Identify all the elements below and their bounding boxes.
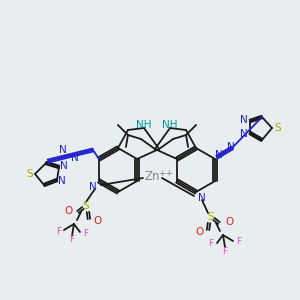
Text: N: N	[215, 150, 223, 160]
Text: O: O	[94, 216, 102, 226]
Text: N: N	[240, 129, 248, 139]
Text: S: S	[275, 123, 281, 133]
Text: O: O	[65, 206, 73, 216]
Text: NH: NH	[162, 120, 178, 130]
Text: N: N	[58, 176, 66, 186]
Text: S: S	[27, 169, 33, 179]
Text: N: N	[198, 193, 206, 203]
Text: F: F	[69, 236, 74, 244]
Text: Zn: Zn	[144, 170, 160, 184]
Text: F: F	[208, 239, 214, 248]
Text: S: S	[82, 201, 89, 211]
Text: N: N	[227, 142, 235, 152]
Text: O: O	[225, 217, 233, 227]
Text: F: F	[222, 247, 228, 256]
Text: S: S	[208, 212, 214, 222]
Text: N: N	[60, 161, 68, 171]
Text: F: F	[56, 226, 61, 236]
Text: N: N	[89, 182, 97, 192]
Text: O: O	[195, 227, 203, 237]
Text: N: N	[240, 115, 248, 125]
Text: F: F	[236, 238, 242, 247]
Text: ++: ++	[158, 169, 173, 178]
Text: NH: NH	[136, 120, 152, 130]
Text: N: N	[59, 145, 67, 155]
Text: N: N	[71, 153, 79, 163]
Text: F: F	[83, 229, 88, 238]
